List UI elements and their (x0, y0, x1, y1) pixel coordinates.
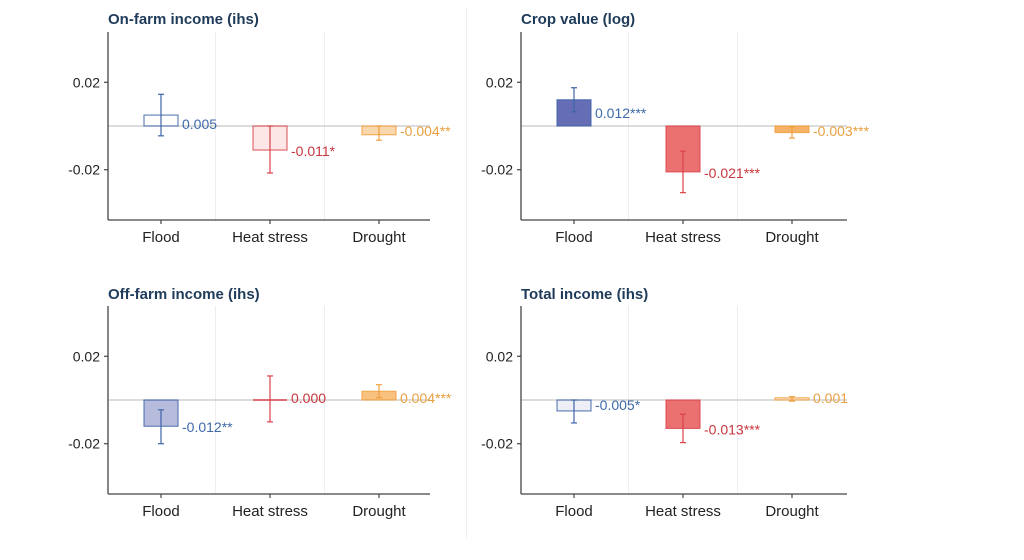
panel-title: Off-farm income (ihs) (108, 286, 260, 303)
data-label: 0.004*** (400, 390, 452, 406)
x-tick-label: Heat stress (232, 229, 308, 246)
panel-title: Total income (ihs) (521, 286, 648, 303)
x-tick-label: Drought (352, 229, 406, 246)
y-tick-label: -0.02 (481, 436, 513, 452)
y-tick-label: -0.02 (481, 162, 513, 178)
x-tick-label: Heat stress (645, 229, 721, 246)
data-label: -0.021*** (704, 165, 761, 181)
data-label: -0.013*** (704, 421, 761, 437)
data-label: -0.012** (182, 419, 233, 435)
x-tick-label: Drought (352, 503, 406, 520)
y-tick-label: 0.02 (486, 74, 513, 90)
x-tick-label: Flood (555, 503, 593, 520)
x-tick-label: Heat stress (645, 503, 721, 520)
x-tick-label: Flood (555, 229, 593, 246)
x-tick-label: Flood (142, 229, 180, 246)
y-tick-label: 0.02 (486, 348, 513, 364)
x-tick-label: Drought (765, 229, 819, 246)
x-tick-label: Flood (142, 503, 180, 520)
panel-crop-value-log: Crop value (log) 0.02 -0.02 Flood 0.012*** He… (481, 11, 870, 246)
x-tick-label: Heat stress (232, 503, 308, 520)
panel-title: On-farm income (ihs) (108, 11, 259, 28)
panel-divider (466, 8, 467, 538)
y-tick-label: -0.02 (68, 162, 100, 178)
panel-on-farm-income-ihs: On-farm income (ihs) 0.02 -0.02 Flood 0.005 H… (68, 11, 451, 246)
panel-off-farm-income-ihs: Off-farm income (ihs) 0.02 -0.02 Flood -0.01… (68, 286, 452, 520)
data-label: 0.005 (182, 116, 217, 132)
data-label: -0.003*** (813, 123, 870, 139)
panel-title: Crop value (log) (521, 11, 635, 28)
y-tick-label: 0.02 (73, 74, 100, 90)
data-label: 0.001 (813, 390, 848, 406)
data-label: -0.011* (291, 143, 336, 159)
panel-total-income-ihs: Total income (ihs) 0.02 -0.02 Flood -0.005* H… (481, 286, 848, 520)
y-tick-label: -0.02 (68, 436, 100, 452)
x-tick-label: Drought (765, 503, 819, 520)
data-label: -0.004** (400, 123, 451, 139)
data-label: -0.005* (595, 397, 641, 413)
data-label: 0.012*** (595, 105, 647, 121)
y-tick-label: 0.02 (73, 348, 100, 364)
data-label: 0.000 (291, 390, 326, 406)
